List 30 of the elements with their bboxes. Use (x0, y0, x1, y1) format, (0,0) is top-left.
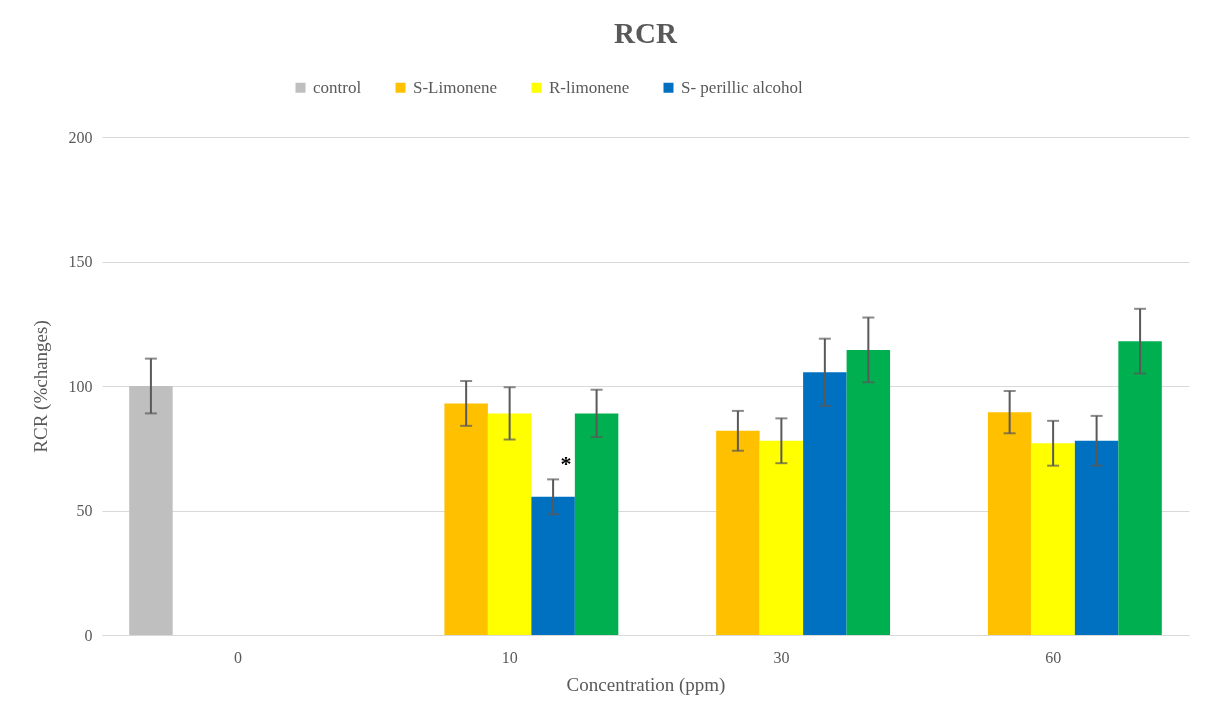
bar (574, 413, 619, 635)
bar (987, 412, 1032, 635)
bar (716, 430, 760, 635)
bar (444, 403, 488, 635)
legend-label: S- perillic alcohol (681, 77, 804, 97)
y-tick-label: 200 (68, 128, 93, 146)
y-tick-label: 50 (76, 502, 93, 519)
y-tick-label: 0 (84, 626, 93, 644)
bar (846, 349, 891, 635)
chart-title: RCR (614, 17, 678, 49)
legend-label: control (313, 77, 362, 97)
bar (1074, 440, 1119, 635)
x-tick-label: 30 (773, 648, 790, 666)
x-tick-label: 60 (1045, 648, 1062, 666)
bar (759, 440, 804, 635)
y-tick-label: 150 (68, 253, 93, 270)
y-axis-title: RCR (%changes) (29, 320, 52, 453)
bar (487, 413, 532, 635)
bar (531, 496, 575, 635)
annotation: * (560, 451, 572, 476)
bar (803, 372, 847, 635)
x-axis-title: Concentration (ppm) (566, 673, 726, 696)
bar (1118, 341, 1162, 635)
legend-label: R-limonene (549, 77, 630, 97)
y-tick-label: 100 (68, 377, 93, 395)
bar (129, 386, 173, 635)
bar (1031, 443, 1075, 635)
x-tick-label: 0 (233, 648, 242, 666)
x-tick-label: 10 (501, 648, 518, 666)
legend-label: S-Limonene (413, 77, 498, 97)
